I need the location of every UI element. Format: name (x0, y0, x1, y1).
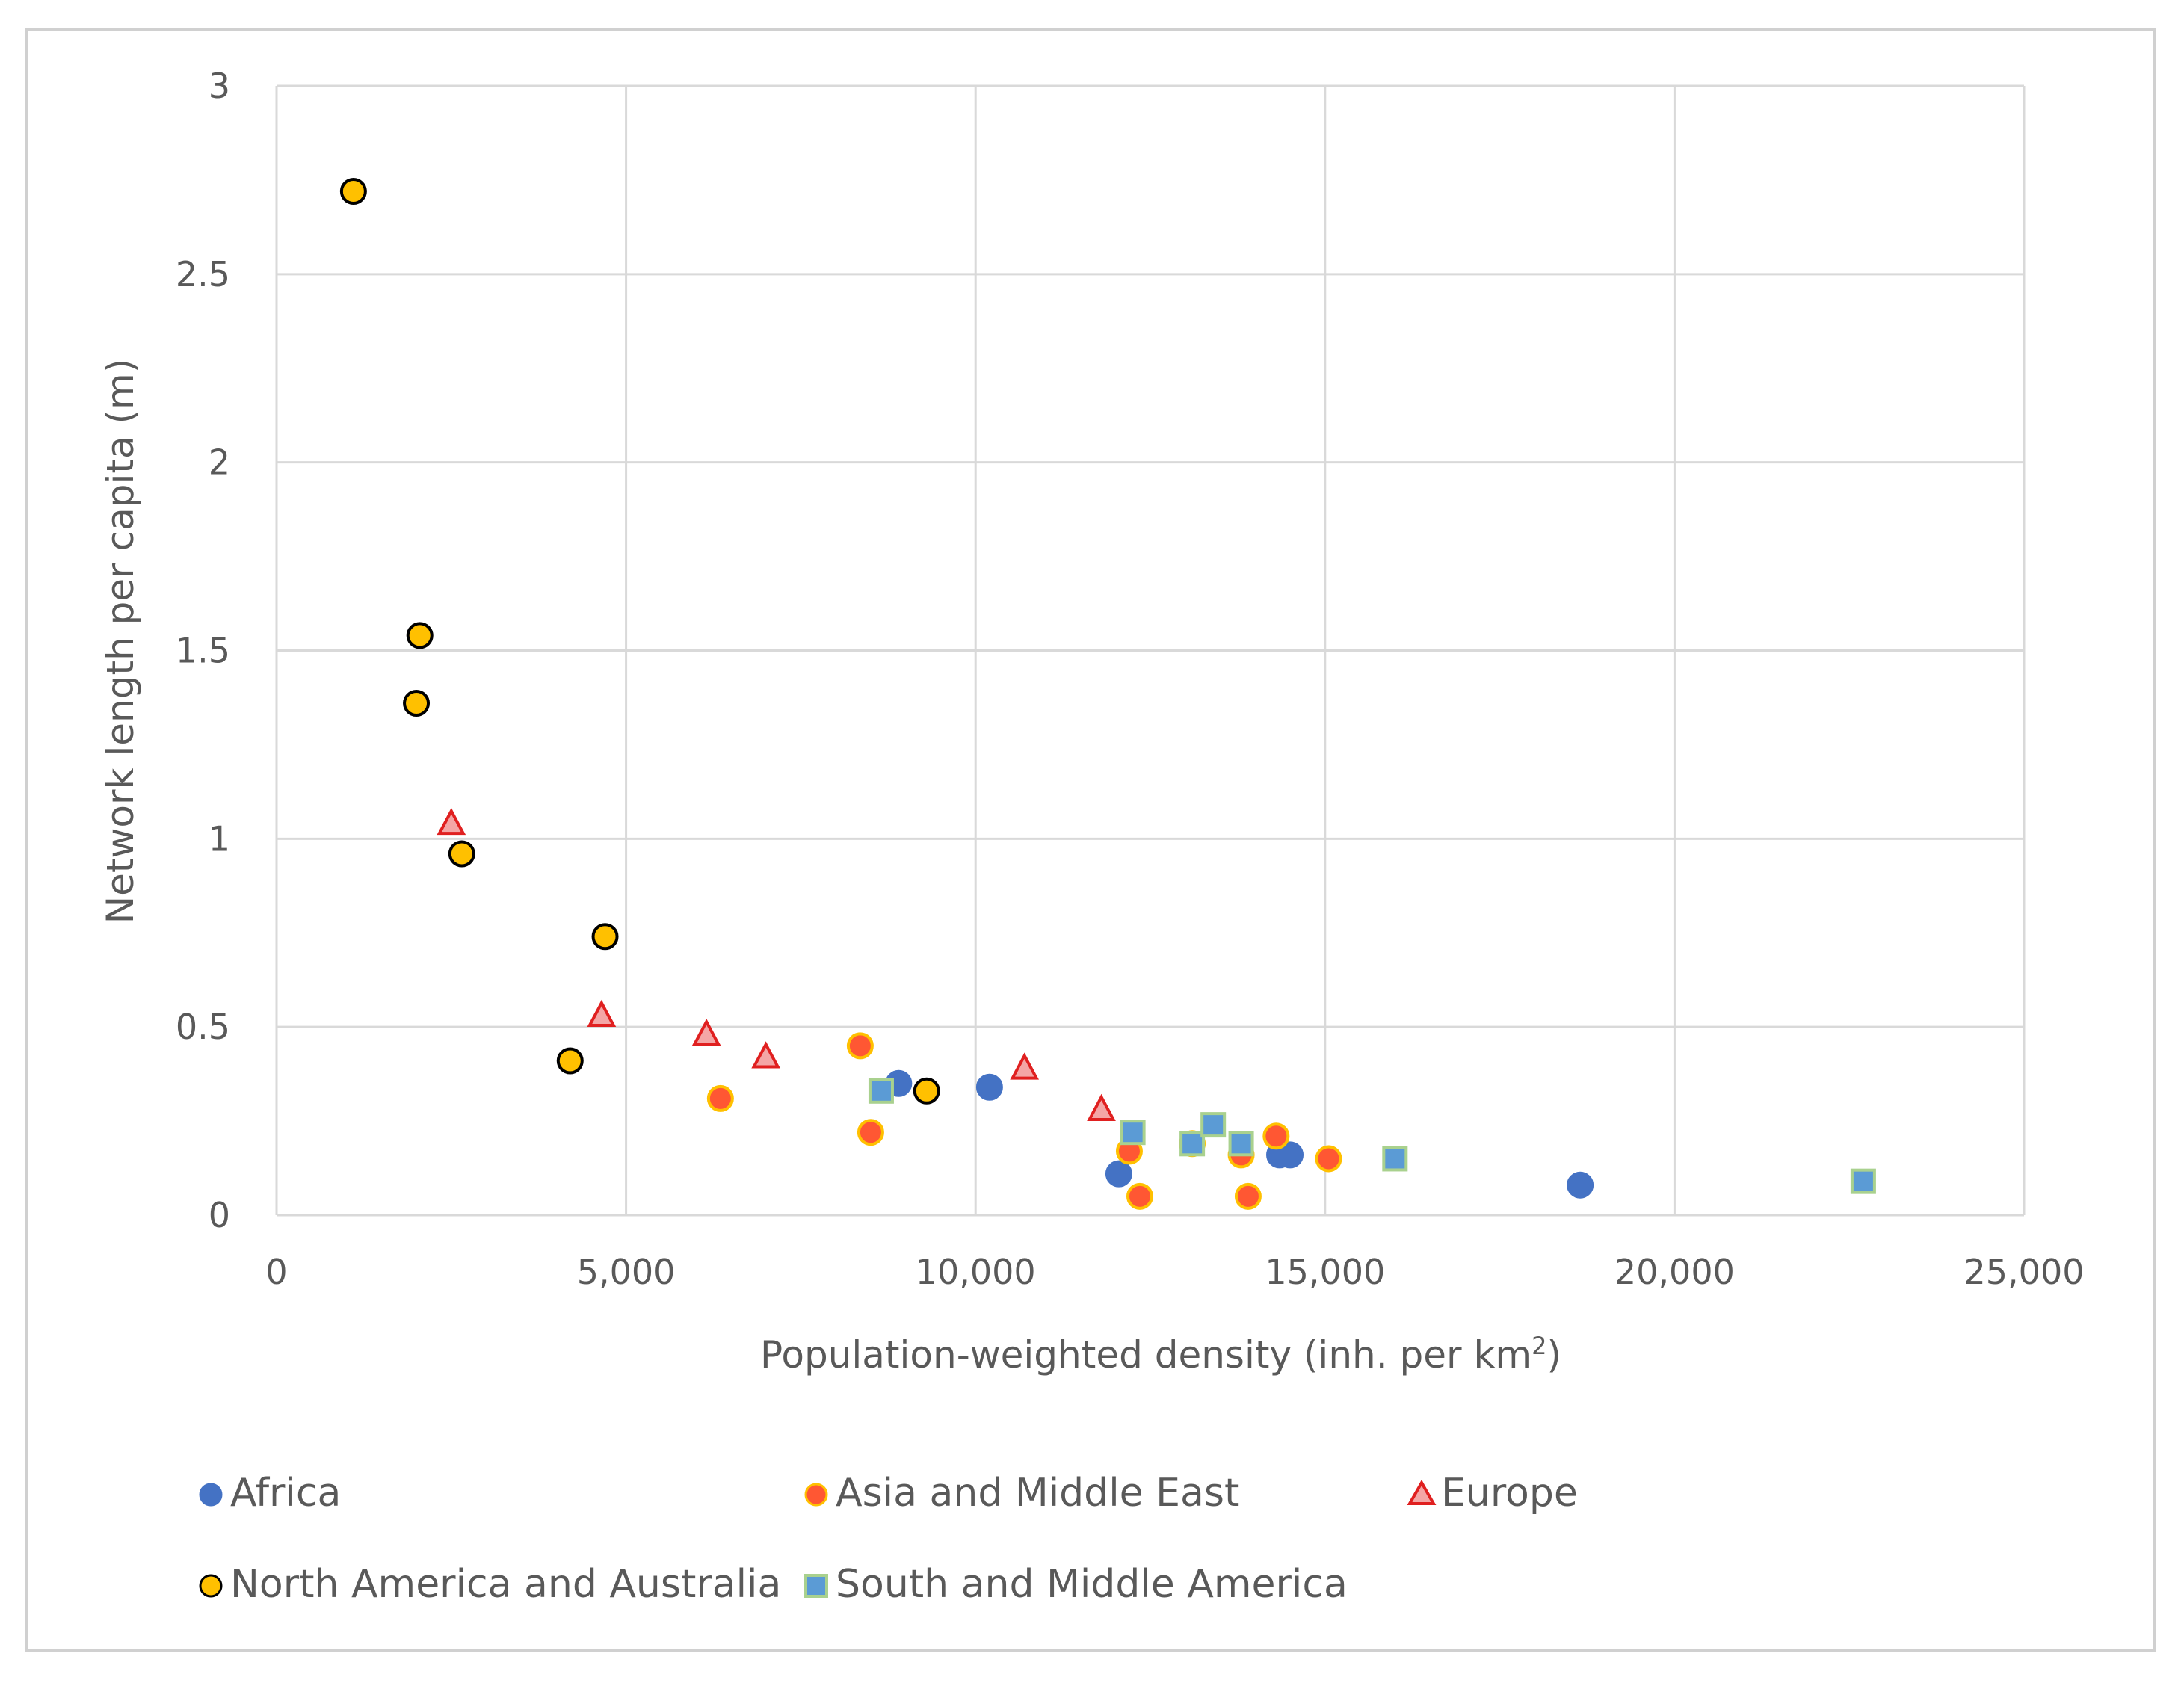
data-point (1382, 1146, 1408, 1172)
data-point (857, 1119, 884, 1146)
data-point (868, 1078, 894, 1104)
y-tick-label: 3 (209, 66, 230, 106)
data-point (706, 1084, 734, 1112)
data-points (339, 178, 1876, 1210)
data-point (846, 1032, 874, 1060)
data-point (1228, 1131, 1254, 1157)
data-point (448, 840, 475, 868)
data-point (1105, 1160, 1132, 1188)
data-point (1277, 1141, 1304, 1169)
x-tick-label: 5,000 (577, 1252, 676, 1292)
x-tick-label: 20,000 (1614, 1252, 1735, 1292)
data-point (1850, 1168, 1876, 1194)
data-point (591, 923, 619, 951)
data-point (1120, 1120, 1146, 1146)
data-point (1567, 1171, 1594, 1199)
x-tick-label: 0 (265, 1252, 287, 1292)
data-point (1087, 1093, 1116, 1121)
data-point (556, 1047, 584, 1075)
data-point (1234, 1182, 1262, 1210)
data-point (1179, 1131, 1206, 1157)
y-tick-label: 2.5 (176, 254, 230, 294)
data-point (975, 1073, 1003, 1101)
y-tick-label: 1 (209, 818, 230, 859)
data-point (587, 999, 617, 1028)
series-south-and-middle-america (868, 1078, 1876, 1194)
data-point (1262, 1122, 1290, 1150)
series-europe (437, 807, 1116, 1121)
data-point (339, 178, 367, 206)
data-point (1315, 1145, 1342, 1173)
series-north-america-and-australia (339, 178, 940, 1105)
data-point (691, 1018, 721, 1046)
data-point (913, 1077, 940, 1105)
data-point (1010, 1052, 1039, 1080)
y-tick-label: 0 (209, 1195, 230, 1235)
x-tick-label: 15,000 (1265, 1252, 1385, 1292)
data-point (437, 807, 466, 836)
data-point (1126, 1182, 1153, 1210)
y-tick-label: 1.5 (176, 631, 230, 671)
x-tick-label: 10,000 (916, 1252, 1036, 1292)
x-axis-title: Population-weighted density (inh. per km… (760, 1332, 1561, 1377)
chart-frame (25, 28, 2156, 1652)
grid-layer (275, 84, 2026, 1217)
y-tick-label: 0.5 (176, 1007, 230, 1047)
data-point (751, 1041, 780, 1069)
data-point (403, 690, 431, 717)
data-point (1200, 1112, 1227, 1138)
data-point (406, 622, 434, 649)
y-tick-label: 2 (209, 442, 230, 483)
x-tick-label: 25,000 (1964, 1252, 2085, 1292)
tick-labels: 0 0.5 1 1.5 2 2.5 3 0 5,000 10,000 15,000 20,000 25,… (176, 66, 2085, 1292)
y-axis-title: Network length per capita (m) (99, 359, 142, 924)
